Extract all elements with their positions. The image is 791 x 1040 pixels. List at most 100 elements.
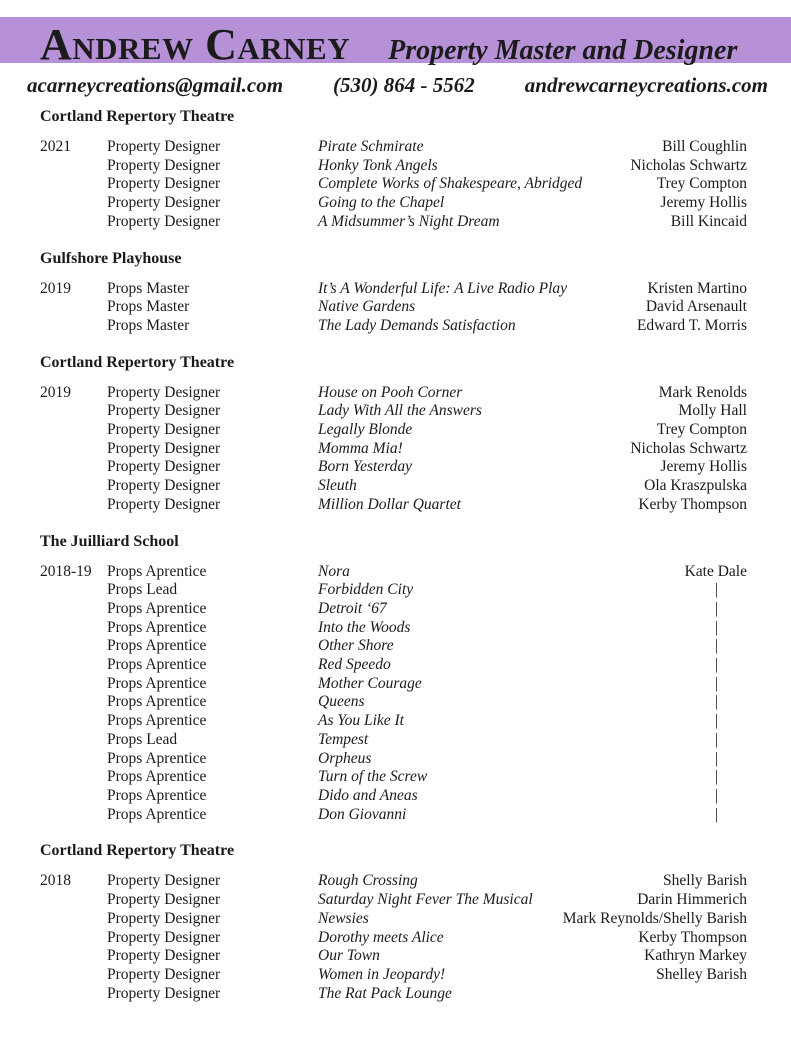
credit-row: Property Designer Dorothy meets Alice Kerb… [40,929,747,948]
ditto-mark: | [714,637,718,655]
credit-show: A Midsummer’s Night Dream [318,212,500,230]
credit-row: Props Master Native Gardens David Arsenaul… [40,298,747,317]
ditto-mark: | [714,730,718,748]
credit-collaborator: Bill Coughlin [662,138,747,155]
person-name: Andrew Carney [40,20,351,69]
credit-row: 2018-19 Props Aprentice Nora Kate Dale [40,563,747,582]
credit-row: Props Lead Forbidden City | [40,581,747,600]
credit-role: Property Designer [107,194,221,212]
credit-collaborator: Edward T. Morris [636,316,747,334]
credit-year [40,421,107,440]
credit-collaborator: Jeremy Hollis [660,194,747,212]
credit-row: Property Designer Saturday Night Fever Th… [40,891,747,910]
credit-show: Sleuth [318,477,357,495]
credit-year [40,157,107,176]
credit-row: Property Designer Women in Jeopardy! Shell… [40,966,747,985]
venue-heading: Gulfshore Playhouse [40,249,182,267]
credit-show: Other Shore [318,637,394,655]
credit-collaborator: Mark Reynolds/Shelly Barish [562,909,747,927]
credit-role: Property Designer [107,439,221,457]
credit-year [40,768,107,787]
ditto-mark: | [714,786,718,804]
credit-row: Property Designer Born Yesterday Jeremy Ho… [40,458,747,477]
credit-row: Property Designer A Midsummer’s Night Dre… [40,213,747,232]
credit-row: Props Aprentice Turn of the Screw | [40,768,747,787]
credit-collaborator: David Arsenault [645,298,747,316]
credit-year: 2018-19 [40,562,92,580]
credit-collaborator: Jeremy Hollis [660,458,747,476]
credit-year [40,619,107,638]
credit-collaborator: Mark Renolds [658,383,747,401]
credit-collaborator: Kerby Thompson [638,495,747,513]
contact-email: acarneycreations@gmail.com [27,73,284,97]
credit-rows: 2019 Props Master It’s A Wonderful Life: A… [40,280,747,336]
credit-row: Property Designer Complete Works of Shake… [40,175,747,194]
credit-row: Props Aprentice Orpheus | [40,750,747,769]
credit-show: Tempest [318,730,369,748]
credit-role: Property Designer [107,138,221,155]
credit-year [40,213,107,232]
credit-show: Legally Blonde [318,421,413,439]
credits-section: The Juilliard School 2018-19 Props Aprenti… [40,533,747,825]
credit-role: Property Designer [107,965,221,983]
credit-year [40,458,107,477]
credit-collaborator: Shelly Barish [663,872,747,890]
credit-role: Props Master [107,316,190,334]
credit-row: Property Designer Million Dollar Quartet K… [40,496,747,515]
credit-show: Million Dollar Quartet [318,495,461,513]
credit-role: Property Designer [107,909,221,927]
credit-show: As You Like It [318,712,404,730]
credit-row: Property Designer Newsies Mark Reynolds/Sh… [40,910,747,929]
credit-role: Props Lead [107,730,178,748]
credit-year [40,581,107,600]
credit-collaborator: Darin Himmerich [637,891,747,909]
credit-show: Saturday Night Fever The Musical [318,891,533,909]
credit-year [40,929,107,948]
ditto-mark: | [714,581,718,599]
credit-row: Props Aprentice Detroit ‘67 | [40,600,747,619]
credits-section: Cortland Repertory Theatre 2018 Property D… [40,842,747,1003]
credit-role: Props Aprentice [107,637,207,655]
credit-show: Dorothy meets Alice [318,928,444,946]
credit-role: Props Master [107,279,190,297]
credit-year [40,477,107,496]
ditto-mark: | [714,656,718,674]
credit-year [40,966,107,985]
credit-show: Complete Works of Shakespeare, Abridged [318,175,583,193]
credit-year [40,317,107,336]
credit-year [40,731,107,750]
credit-collaborator: Kristen Martino [647,279,747,297]
credit-collaborator: Trey Compton [656,175,747,193]
credit-role: Props Master [107,298,190,316]
credit-role: Property Designer [107,402,221,420]
credit-rows: 2019 Property Designer House on Pooh Corne… [40,384,747,515]
credits-list: Cortland Repertory Theatre 2021 Property D… [0,108,791,1003]
contact-website: andrewcarneycreations.com [524,73,768,97]
credit-collaborator: Kate Dale [684,562,747,580]
credit-show: Rough Crossing [318,872,418,890]
credit-collaborator: Kerby Thompson [638,928,747,946]
credit-year [40,440,107,459]
credit-year [40,637,107,656]
credit-row: Props Aprentice Don Giovanni | [40,806,747,825]
ditto-mark: | [714,805,718,823]
credit-role: Property Designer [107,947,221,965]
credit-role: Property Designer [107,175,221,193]
credit-role: Property Designer [107,421,221,439]
credit-row: 2019 Props Master It’s A Wonderful Life: A… [40,280,747,299]
credit-show: Lady With All the Answers [318,402,482,420]
credit-row: Property Designer The Rat Pack Lounge [40,985,747,1004]
credit-row: 2021 Property Designer Pirate Schmirate Bil… [40,138,747,157]
credit-collaborator: Nicholas Schwartz [630,156,747,174]
ditto-mark: | [714,674,718,692]
ditto-mark: | [714,749,718,767]
credit-row: Property Designer Lady With All the Answe… [40,402,747,421]
credits-section: Cortland Repertory Theatre 2021 Property D… [40,108,747,232]
credit-row: 2019 Property Designer House on Pooh Corne… [40,384,747,403]
credit-show: Going to the Chapel [318,194,445,212]
venue-heading: Cortland Repertory Theatre [40,108,235,125]
credit-collaborator: Bill Kincaid [670,212,747,230]
credit-show: Women in Jeopardy! [318,965,446,983]
credit-year: 2021 [40,138,71,155]
credit-row: Props Aprentice Other Shore | [40,637,747,656]
